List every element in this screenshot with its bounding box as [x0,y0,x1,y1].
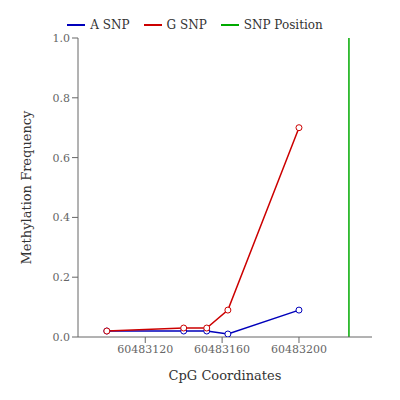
svg-text:60483160: 60483160 [194,343,250,356]
svg-text:0.4: 0.4 [53,211,71,224]
svg-text:0.6: 0.6 [53,152,71,165]
svg-text:1.0: 1.0 [53,32,71,45]
html-text:A SNP: A SNP [90,18,130,32]
svg-text:60483120: 60483120 [117,343,173,356]
html-text:G SNP: G SNP [166,18,207,32]
svg-text:0.8: 0.8 [53,92,71,105]
svg-text:CpG Coordinates: CpG Coordinates [169,368,282,383]
svg-text:0.2: 0.2 [53,271,71,284]
html-text:SNP Position: SNP Position [243,18,323,32]
svg-text:60483200: 60483200 [271,343,327,356]
svg-text:0.0: 0.0 [53,331,71,344]
svg-text:Methylation Frequency: Methylation Frequency [19,110,34,265]
